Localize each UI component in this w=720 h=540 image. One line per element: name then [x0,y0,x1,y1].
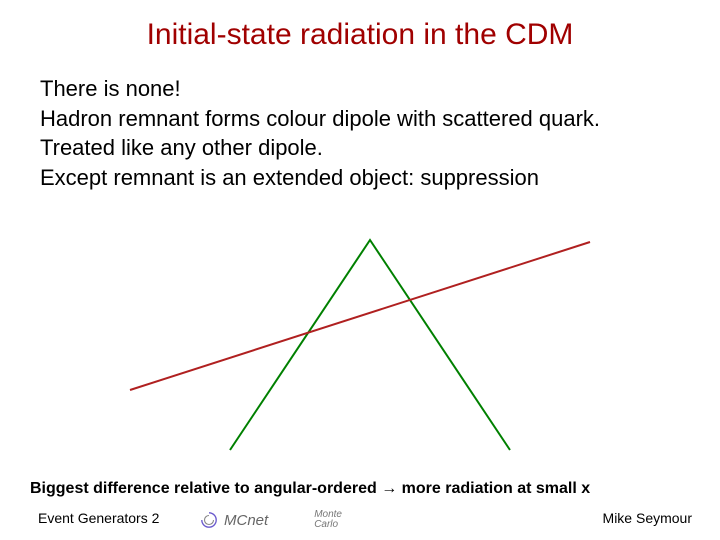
footer-left: Event Generators 2 [38,510,159,526]
body-line-4: Except remnant is an extended object: su… [40,163,690,193]
caption-suffix: more radiation at small x [397,480,590,497]
triangle-diagram [110,230,610,460]
body-line-2: Hadron remnant forms colour dipole with … [40,104,690,134]
footer-logos: MCnet Monte Carlo [200,506,450,534]
body-line-3: Treated like any other dipole. [40,133,690,163]
slide-title: Initial-state radiation in the CDM [0,0,720,62]
caption: Biggest difference relative to angular-o… [30,480,590,498]
body-text-block: There is none! Hadron remnant forms colo… [0,62,720,193]
caption-prefix: Biggest difference relative to angular-o… [30,480,381,497]
footer-right: Mike Seymour [603,510,692,526]
monte-line2: Carlo [314,520,342,530]
body-line-1: There is none! [40,74,690,104]
mcnet-swirl-icon [200,511,218,529]
red-line [130,242,590,390]
mcnet-logo-text: MCnet [224,512,268,529]
arrow-icon: → [381,480,397,497]
monte-carlo-text: Monte Carlo [314,510,342,530]
